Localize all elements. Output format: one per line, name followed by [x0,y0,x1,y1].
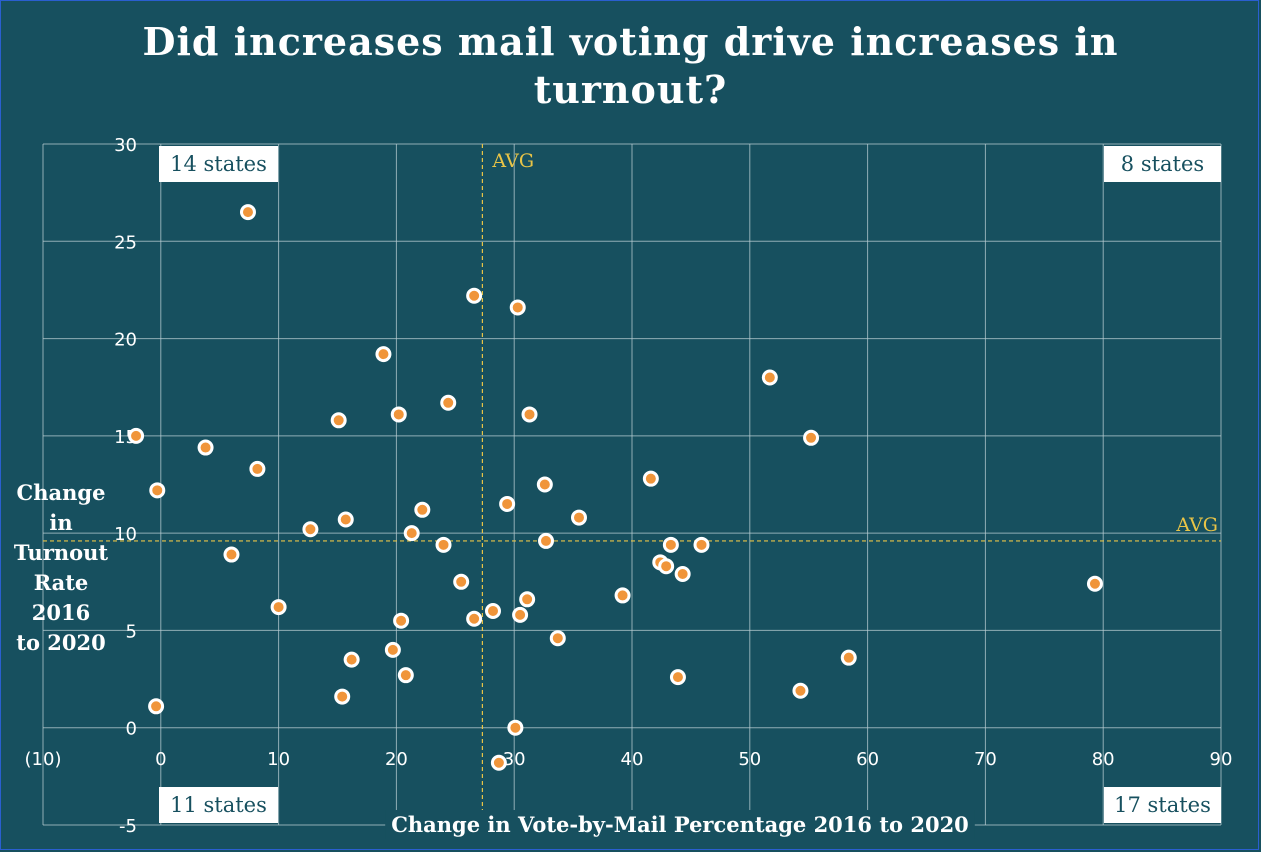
data-point [662,536,679,553]
data-point [538,532,555,549]
data-point [270,599,287,616]
quadrant-label-bottom-left: 11 states [159,787,278,823]
data-point [375,346,392,363]
data-point [509,299,526,316]
grid-layer [42,143,1222,826]
data-point [761,369,778,386]
x-tick-label: 10 [267,749,290,770]
data-point [693,536,710,553]
data-point [414,501,431,518]
y-tick-label: 5 [126,621,137,642]
x-tick-label: 0 [155,749,166,770]
y-axis-label: Change in Turnout Rate 2016 to 2020 [2,478,120,658]
x-tick-label: 40 [621,749,644,770]
avg-layer: AVG AVG [43,144,1221,825]
data-point [499,495,516,512]
data-point [512,606,529,623]
data-point [466,287,483,304]
data-point [435,536,452,553]
data-point [536,476,553,493]
x-tick-label: 60 [856,749,879,770]
data-point [466,610,483,627]
data-point [674,566,691,583]
y-tick-label: -5 [119,816,137,837]
x-axis-label: Change in Vote-by-Mail Percentage 2016 t… [391,812,969,837]
y-tick-label: 20 [114,330,137,351]
y-tick-label: 30 [114,135,137,156]
data-point [658,558,675,575]
data-point [803,429,820,446]
quadrant-label-bottom-right: 17 states [1104,787,1221,823]
y-tick-label: 10 [114,524,137,545]
quadrant-label-top-left: 14 states [159,146,278,182]
x-tick-label: 20 [385,749,408,770]
data-point [792,682,809,699]
data-point [507,719,524,736]
data-point [390,406,407,423]
y-axis-label-line-1: Change in [16,480,106,535]
data-point [397,667,414,684]
data-point [249,460,266,477]
data-point [519,591,536,608]
data-point [330,412,347,429]
data-point [334,688,351,705]
x-tick-label: (10) [25,749,62,770]
data-point [337,511,354,528]
avg-y-label: AVG [1175,514,1218,536]
avg-x-label: AVG [491,150,534,172]
y-tick-label: 25 [114,232,137,253]
data-point [197,439,214,456]
data-point [403,525,420,542]
data-point [521,406,538,423]
y-axis-label-line-2: Turnout [13,540,109,565]
x-tick-label: 90 [1210,749,1233,770]
data-point [642,470,659,487]
data-point [302,521,319,538]
data-point [570,509,587,526]
data-point [484,602,501,619]
data-point [840,649,857,666]
x-tick-label: 80 [1092,749,1115,770]
x-tick-label: 30 [503,749,526,770]
data-point [239,204,256,221]
data-point [343,651,360,668]
data-point [490,754,507,771]
data-point [128,427,145,444]
data-point [384,641,401,658]
x-axis-label-background [385,810,975,839]
point-layer [128,204,1103,771]
data-point [149,482,166,499]
chart-title: Did increases mail voting drive increase… [0,18,1261,114]
data-point [453,573,470,590]
data-point [549,630,566,647]
data-point [1086,575,1103,592]
y-tick-label: 0 [126,719,137,740]
y-axis-label-line-3: Rate 2016 [31,570,91,625]
quadrant-label-top-right: 8 states [1104,146,1221,182]
x-tick-label: 50 [738,749,761,770]
data-point [393,612,410,629]
x-tick-label: 70 [974,749,997,770]
chart-title-line-1: Did increases mail voting drive increase… [142,19,1119,64]
data-point [614,587,631,604]
data-point [669,669,686,686]
data-point [223,546,240,563]
chart-title-line-2: turnout? [533,67,728,112]
data-point [440,394,457,411]
y-axis-label-line-4: to 2020 [16,630,106,655]
data-point [148,698,165,715]
